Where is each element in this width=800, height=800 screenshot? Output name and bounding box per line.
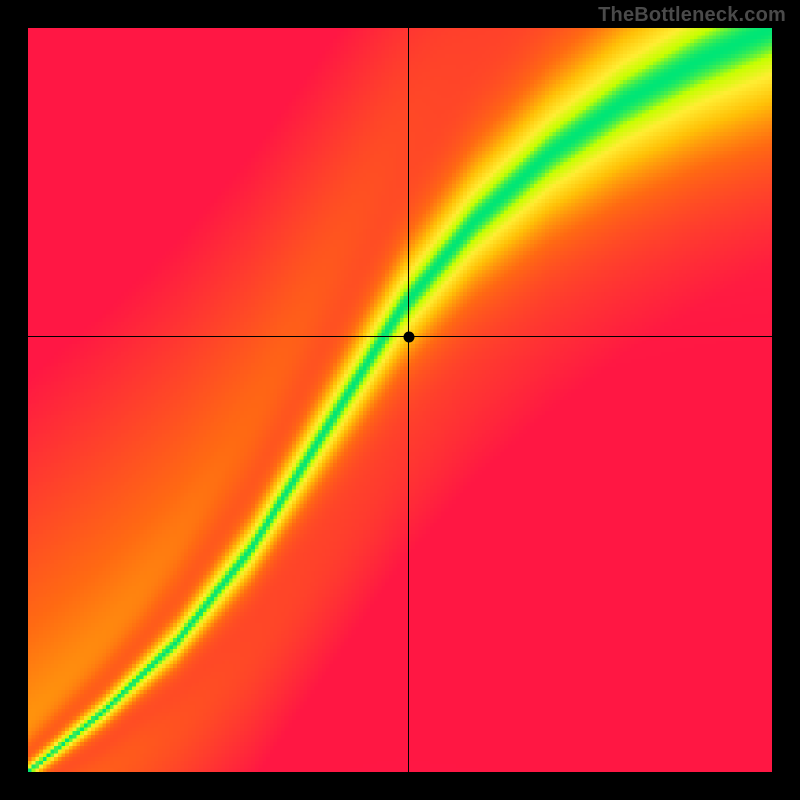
crosshair-horizontal [28,336,772,337]
crosshair-vertical [408,28,409,772]
heatmap-canvas [28,28,772,772]
watermark-text: TheBottleneck.com [598,4,786,27]
heatmap-plot [28,28,772,772]
crosshair-marker [403,331,414,342]
